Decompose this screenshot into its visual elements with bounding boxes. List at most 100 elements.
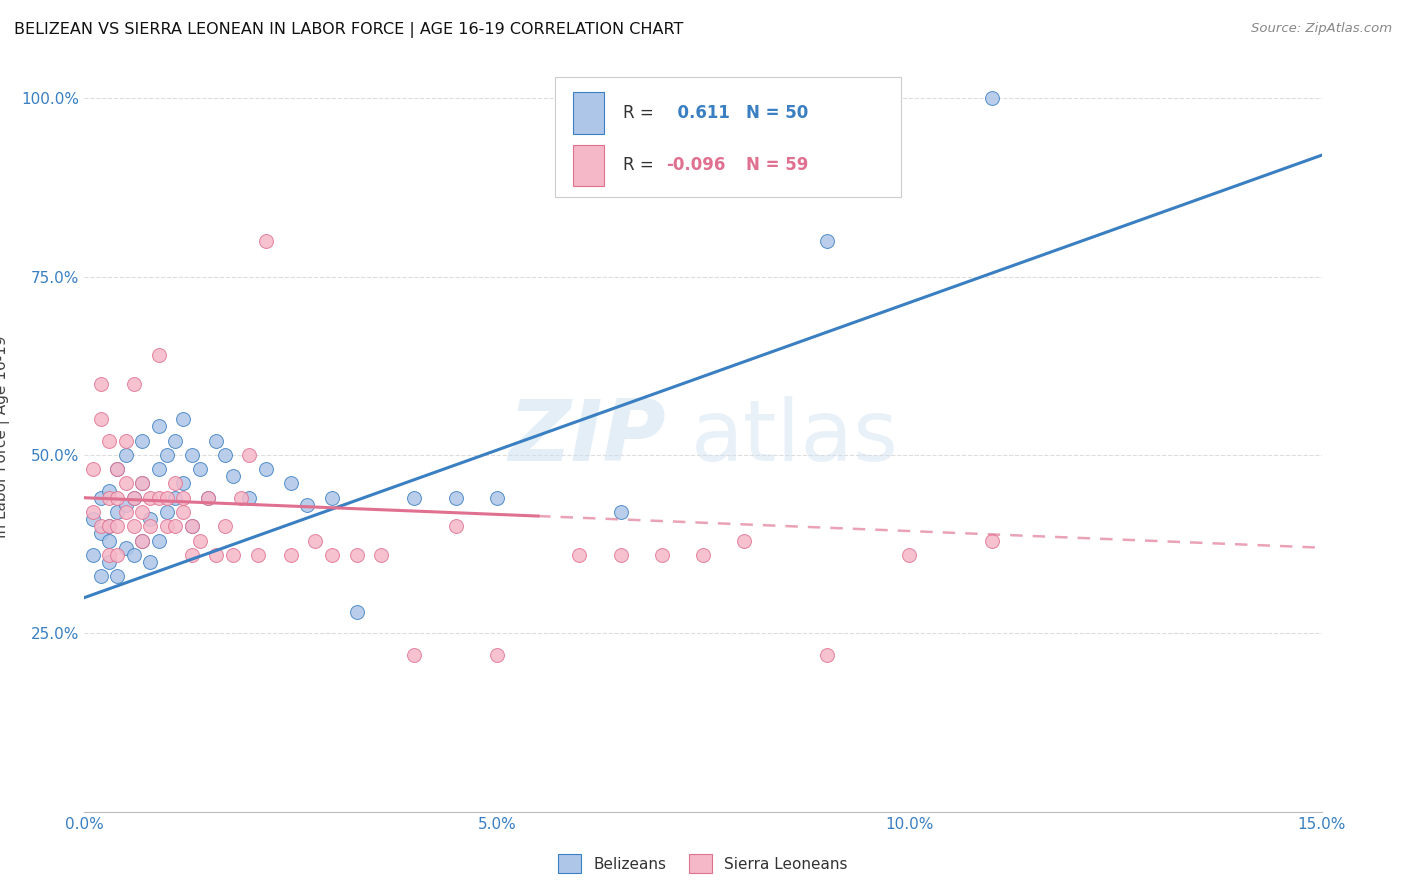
Point bbox=[254, 234, 277, 248]
Point bbox=[122, 491, 145, 505]
Text: N = 50: N = 50 bbox=[747, 104, 808, 122]
Point bbox=[90, 412, 112, 426]
Legend: Belizeans, Sierra Leoneans: Belizeans, Sierra Leoneans bbox=[553, 848, 853, 879]
Point bbox=[898, 548, 921, 562]
Point bbox=[114, 541, 136, 555]
Point bbox=[148, 491, 170, 505]
Point bbox=[346, 548, 368, 562]
Point bbox=[105, 569, 128, 583]
Point bbox=[172, 505, 194, 519]
Point bbox=[105, 505, 128, 519]
Point bbox=[815, 648, 838, 662]
Point bbox=[105, 491, 128, 505]
Point bbox=[131, 505, 153, 519]
Point bbox=[122, 491, 145, 505]
Point bbox=[280, 476, 302, 491]
Point bbox=[404, 648, 426, 662]
Point bbox=[98, 519, 121, 533]
Point bbox=[205, 548, 228, 562]
Point bbox=[197, 491, 219, 505]
Point bbox=[172, 491, 194, 505]
Point bbox=[238, 448, 260, 462]
Point bbox=[280, 548, 302, 562]
Text: R =: R = bbox=[623, 104, 658, 122]
Point bbox=[180, 519, 202, 533]
Point bbox=[122, 376, 145, 391]
Point bbox=[238, 491, 260, 505]
Point bbox=[131, 533, 153, 548]
Point bbox=[404, 491, 426, 505]
Point bbox=[254, 462, 277, 476]
Point bbox=[98, 491, 121, 505]
Point bbox=[346, 605, 368, 619]
Point bbox=[165, 434, 187, 448]
Point bbox=[105, 462, 128, 476]
FancyBboxPatch shape bbox=[574, 93, 605, 134]
Text: N = 59: N = 59 bbox=[747, 156, 808, 175]
Point bbox=[105, 462, 128, 476]
Point bbox=[148, 348, 170, 362]
Point bbox=[214, 519, 236, 533]
Point bbox=[197, 491, 219, 505]
Point bbox=[165, 491, 187, 505]
Point bbox=[114, 505, 136, 519]
Y-axis label: In Labor Force | Age 16-19: In Labor Force | Age 16-19 bbox=[0, 335, 10, 539]
Point bbox=[131, 476, 153, 491]
Point bbox=[485, 648, 508, 662]
Text: atlas: atlas bbox=[690, 395, 898, 479]
Point bbox=[139, 519, 162, 533]
Point bbox=[815, 234, 838, 248]
Point bbox=[304, 533, 326, 548]
Point bbox=[90, 376, 112, 391]
Point bbox=[131, 533, 153, 548]
Point bbox=[82, 512, 104, 526]
Text: BELIZEAN VS SIERRA LEONEAN IN LABOR FORCE | AGE 16-19 CORRELATION CHART: BELIZEAN VS SIERRA LEONEAN IN LABOR FORC… bbox=[14, 22, 683, 38]
Point bbox=[82, 548, 104, 562]
Point bbox=[98, 483, 121, 498]
Point bbox=[122, 548, 145, 562]
Point bbox=[139, 555, 162, 569]
Point bbox=[188, 533, 211, 548]
Text: Source: ZipAtlas.com: Source: ZipAtlas.com bbox=[1251, 22, 1392, 36]
Point bbox=[156, 505, 179, 519]
FancyBboxPatch shape bbox=[574, 145, 605, 186]
Point bbox=[370, 548, 392, 562]
Point bbox=[222, 548, 245, 562]
Point bbox=[90, 519, 112, 533]
Point bbox=[165, 519, 187, 533]
Point bbox=[82, 505, 104, 519]
Point bbox=[444, 491, 467, 505]
Text: ZIP: ZIP bbox=[508, 395, 666, 479]
Point bbox=[609, 548, 631, 562]
Point bbox=[172, 412, 194, 426]
Point bbox=[148, 462, 170, 476]
Point bbox=[98, 434, 121, 448]
Text: R =: R = bbox=[623, 156, 658, 175]
Point bbox=[180, 448, 202, 462]
Point bbox=[90, 526, 112, 541]
Point bbox=[321, 548, 343, 562]
Point bbox=[114, 434, 136, 448]
Point bbox=[139, 512, 162, 526]
Point bbox=[114, 476, 136, 491]
Point bbox=[321, 491, 343, 505]
Point bbox=[444, 519, 467, 533]
Point bbox=[205, 434, 228, 448]
Point bbox=[98, 548, 121, 562]
Point bbox=[214, 448, 236, 462]
Point bbox=[295, 498, 318, 512]
Point bbox=[122, 519, 145, 533]
Point bbox=[98, 555, 121, 569]
Point bbox=[156, 448, 179, 462]
Text: 0.611: 0.611 bbox=[666, 104, 730, 122]
Point bbox=[733, 533, 755, 548]
Point bbox=[651, 548, 673, 562]
Point bbox=[90, 569, 112, 583]
Point bbox=[165, 476, 187, 491]
Point bbox=[105, 519, 128, 533]
Point bbox=[114, 448, 136, 462]
Point bbox=[692, 548, 714, 562]
Point bbox=[131, 476, 153, 491]
Point bbox=[90, 491, 112, 505]
Point bbox=[609, 505, 631, 519]
